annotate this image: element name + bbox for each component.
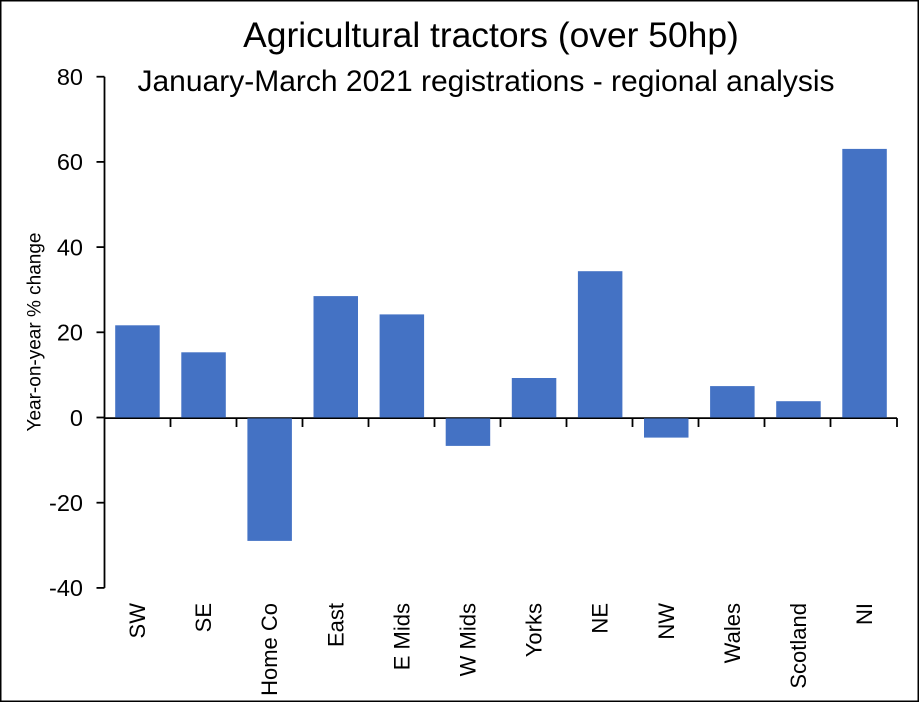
svg-text:80: 80 <box>57 64 83 90</box>
svg-text:NE: NE <box>588 603 613 634</box>
svg-text:20: 20 <box>57 320 83 346</box>
svg-text:SW: SW <box>125 603 150 639</box>
svg-text:January-March 2021 registratio: January-March 2021 registrations - regio… <box>137 65 834 98</box>
svg-text:E Mids: E Mids <box>389 603 414 670</box>
svg-text:East: East <box>323 603 348 647</box>
svg-text:60: 60 <box>57 149 83 175</box>
svg-text:NW: NW <box>654 603 679 640</box>
svg-text:Home Co: Home Co <box>257 603 282 696</box>
svg-text:Year-on-year % change: Year-on-year % change <box>25 233 46 432</box>
svg-text:Agricultural tractors (over 50: Agricultural tractors (over 50hp) <box>243 15 739 55</box>
svg-text:-40: -40 <box>49 575 83 601</box>
svg-text:0: 0 <box>70 405 83 431</box>
svg-text:NI: NI <box>852 603 877 625</box>
svg-text:SE: SE <box>191 603 216 632</box>
svg-text:Wales: Wales <box>720 603 745 663</box>
svg-text:40: 40 <box>57 234 83 260</box>
svg-text:Yorks: Yorks <box>522 603 547 657</box>
svg-text:-20: -20 <box>49 490 83 516</box>
svg-text:Scotland: Scotland <box>786 603 811 689</box>
svg-text:W Mids: W Mids <box>456 603 481 676</box>
